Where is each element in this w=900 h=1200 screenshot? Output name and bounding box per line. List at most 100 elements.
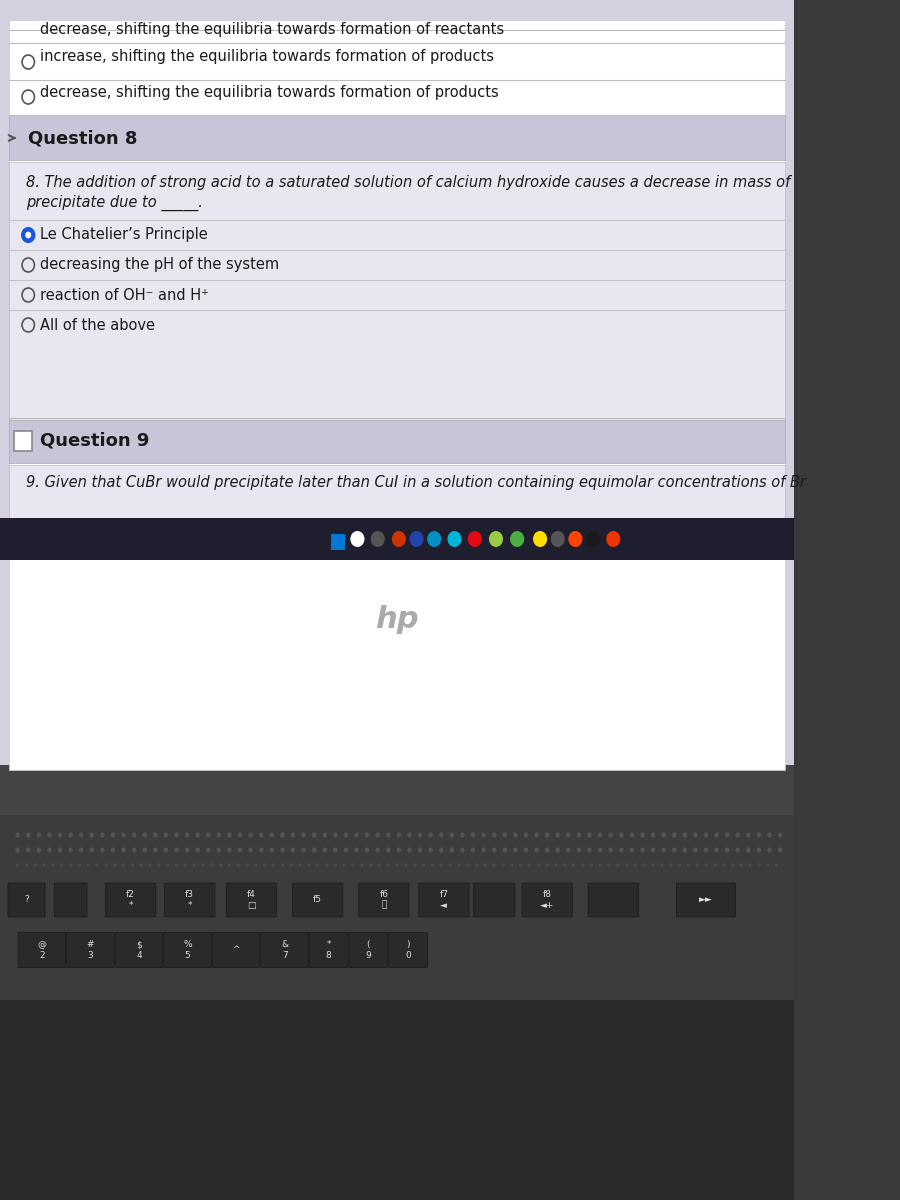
Circle shape	[460, 847, 464, 852]
Circle shape	[184, 863, 187, 866]
Circle shape	[510, 863, 513, 866]
Bar	[9, 162, 786, 420]
Circle shape	[90, 847, 94, 852]
Text: (
9: ( 9	[365, 941, 372, 960]
Circle shape	[758, 863, 760, 866]
Circle shape	[545, 863, 549, 866]
Text: &
7: & 7	[281, 941, 288, 960]
Circle shape	[607, 530, 620, 547]
Circle shape	[360, 863, 364, 866]
FancyBboxPatch shape	[589, 883, 638, 917]
Circle shape	[355, 833, 359, 838]
Circle shape	[122, 863, 125, 866]
Circle shape	[651, 847, 655, 852]
Circle shape	[217, 847, 221, 852]
Circle shape	[325, 863, 328, 866]
Circle shape	[280, 847, 284, 852]
Circle shape	[722, 863, 725, 866]
Circle shape	[450, 833, 454, 838]
Circle shape	[58, 847, 62, 852]
Circle shape	[528, 863, 531, 866]
Text: *
8: * 8	[326, 941, 331, 960]
Circle shape	[672, 833, 677, 838]
Text: Le Chatelier’s Principle: Le Chatelier’s Principle	[40, 228, 208, 242]
Circle shape	[408, 833, 411, 838]
Text: f8
◄+: f8 ◄+	[540, 890, 554, 910]
Circle shape	[513, 847, 518, 852]
Circle shape	[619, 847, 624, 852]
Circle shape	[630, 833, 634, 838]
Circle shape	[104, 863, 107, 866]
Circle shape	[682, 847, 687, 852]
Text: hp: hp	[375, 606, 419, 635]
Circle shape	[431, 863, 434, 866]
Circle shape	[586, 530, 600, 547]
Circle shape	[47, 847, 51, 852]
Circle shape	[766, 863, 770, 866]
FancyBboxPatch shape	[227, 883, 276, 917]
Circle shape	[672, 847, 677, 852]
Circle shape	[535, 847, 539, 852]
FancyBboxPatch shape	[310, 932, 348, 967]
Circle shape	[111, 833, 115, 838]
Circle shape	[715, 847, 719, 852]
Circle shape	[577, 847, 581, 852]
Circle shape	[392, 530, 406, 547]
Text: f4
□: f4 □	[248, 890, 256, 910]
Circle shape	[715, 833, 719, 838]
FancyBboxPatch shape	[54, 883, 87, 917]
Circle shape	[482, 847, 486, 852]
Circle shape	[355, 847, 359, 852]
Circle shape	[100, 833, 104, 838]
Circle shape	[42, 863, 46, 866]
Circle shape	[471, 847, 475, 852]
Text: Question 9: Question 9	[40, 432, 149, 450]
Circle shape	[333, 833, 338, 838]
Circle shape	[322, 833, 327, 838]
Circle shape	[572, 863, 575, 866]
Circle shape	[364, 833, 369, 838]
FancyBboxPatch shape	[165, 883, 215, 917]
Text: Question 8: Question 8	[28, 128, 138, 146]
Circle shape	[100, 847, 104, 852]
Circle shape	[333, 847, 338, 852]
Circle shape	[291, 833, 295, 838]
Text: increase, shifting the equilibria towards formation of products: increase, shifting the equilibria toward…	[40, 49, 494, 65]
Circle shape	[79, 833, 84, 838]
Circle shape	[322, 847, 327, 852]
Circle shape	[60, 863, 63, 866]
Text: f5: f5	[313, 895, 322, 905]
Circle shape	[259, 833, 264, 838]
Circle shape	[651, 833, 655, 838]
Text: @
2: @ 2	[38, 941, 47, 960]
FancyBboxPatch shape	[389, 932, 428, 967]
Circle shape	[77, 863, 81, 866]
Circle shape	[195, 833, 200, 838]
Bar	[14, 431, 32, 451]
Circle shape	[598, 847, 602, 852]
Circle shape	[492, 847, 497, 852]
Circle shape	[316, 863, 320, 866]
Circle shape	[475, 863, 478, 866]
Circle shape	[395, 863, 399, 866]
Circle shape	[248, 847, 253, 852]
Circle shape	[768, 847, 771, 852]
Circle shape	[164, 833, 168, 838]
Circle shape	[238, 847, 242, 852]
Circle shape	[259, 847, 264, 852]
Circle shape	[466, 863, 469, 866]
Circle shape	[608, 863, 610, 866]
Circle shape	[693, 833, 698, 838]
Circle shape	[725, 847, 729, 852]
Circle shape	[153, 847, 157, 852]
Circle shape	[501, 863, 505, 866]
Bar	[0, 766, 794, 815]
Circle shape	[79, 847, 84, 852]
Circle shape	[492, 863, 496, 866]
Circle shape	[217, 833, 221, 838]
Circle shape	[158, 863, 160, 866]
Circle shape	[397, 847, 401, 852]
Circle shape	[312, 833, 317, 838]
FancyBboxPatch shape	[8, 883, 45, 917]
Text: precipitate due to _____.: precipitate due to _____.	[26, 194, 203, 211]
